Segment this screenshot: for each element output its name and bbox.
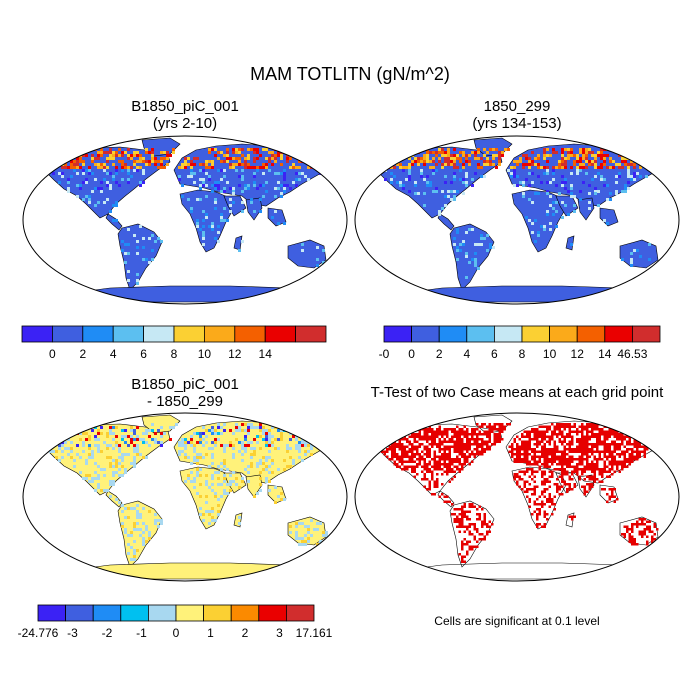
map-border: [354, 135, 680, 305]
figure-title: MAM TOTLITN (gN/m^2): [250, 64, 450, 84]
significance-note: Cells are significant at 0.1 level: [434, 614, 600, 628]
colorbar-tick-label: 8: [171, 347, 178, 361]
colorbar-tick-label: 2: [436, 347, 443, 361]
continent-south-america: [449, 500, 495, 568]
colorbar-case1: 0 2 4 6 8 10 12 14: [21, 325, 327, 361]
colorbar-swatch: [631, 325, 661, 343]
colorbar-swatch: [52, 325, 84, 343]
colorbar-swatch: [549, 325, 578, 343]
panel-title-line2: (yrs 2-10): [152, 115, 218, 132]
colorbar-swatch: [147, 604, 177, 622]
colorbar-tick-label: -24.776: [18, 626, 59, 640]
panel-title-line1: B1850_piC_001: [131, 376, 239, 393]
colorbar-tick-label: 0: [49, 347, 56, 361]
colorbar-swatch: [438, 325, 468, 343]
colorbar-swatch: [295, 325, 327, 343]
colorbar-swatch: [230, 604, 260, 622]
panel-title-case2: 1850_299 (yrs 134-153): [352, 98, 682, 132]
map-panel-case2: [354, 135, 680, 305]
colorbar-swatch: [112, 325, 144, 343]
colorbar-tick-label: 0: [173, 626, 180, 640]
continent-southeast-asia: [599, 484, 619, 504]
continent-south-america: [449, 223, 495, 291]
colorbar-swatch: [173, 325, 205, 343]
colorbar-tick-label: 12: [228, 347, 242, 361]
colorbar-swatch: [92, 604, 122, 622]
colorbar-tick-label: 6: [140, 347, 147, 361]
colorbar-swatch: [143, 325, 175, 343]
continent-southeast-asia: [267, 207, 287, 227]
colorbar-tick-label: 10: [198, 347, 212, 361]
colorbar-swatch: [604, 325, 633, 343]
colorbar-tick-label: -2: [102, 626, 113, 640]
map-panel-case1: [22, 135, 348, 305]
colorbar-tick-label: 4: [110, 347, 117, 361]
colorbar-tick-label: 4: [463, 347, 470, 361]
continent-africa: [511, 466, 567, 530]
colorbar-swatch: [37, 604, 67, 622]
colorbar-swatch: [175, 604, 205, 622]
colorbar-swatch: [120, 604, 149, 622]
colorbar-tick-label: 46.53: [617, 347, 647, 361]
panel-title-line2: (yrs 134-153): [472, 115, 562, 132]
map-border: [22, 412, 348, 582]
colorbar-tick-label: 14: [598, 347, 612, 361]
panel-title-line1: 1850_299: [483, 98, 551, 115]
colorbar-swatch: [521, 325, 551, 343]
colorbar-tick-label: 17.161: [296, 626, 333, 640]
panel-title-case1: B1850_piC_001 (yrs 2-10): [20, 98, 350, 132]
panel-title-ttest: T-Test of two Case means at each grid po…: [352, 384, 682, 401]
panel-title-line2: - 1850_299: [147, 393, 223, 410]
colorbar-case2: -0 0 2 4 6 8 10 12 14 46.53: [379, 325, 661, 361]
colorbar-tick-label: 1: [207, 626, 214, 640]
colorbar-swatch: [21, 325, 53, 343]
colorbar-swatch: [576, 325, 606, 343]
panel-title-line1: B1850_piC_001: [131, 98, 239, 115]
colorbar-swatch: [466, 325, 495, 343]
colorbar-swatch: [258, 604, 287, 622]
colorbar-swatch: [411, 325, 440, 343]
colorbar-tick-label: 0: [408, 347, 415, 361]
colorbar-tick-label: -3: [67, 626, 78, 640]
colorbar-tick-label: 8: [519, 347, 526, 361]
continent-africa: [511, 189, 567, 253]
colorbar-tick-label: 6: [491, 347, 498, 361]
panel-title-diff: B1850_piC_001 - 1850_299: [20, 376, 350, 410]
colorbar-swatch: [264, 325, 296, 343]
colorbar-tick-label: 2: [242, 626, 249, 640]
continent-madagascar: [565, 512, 575, 528]
panel-title-line1: T-Test of two Case means at each grid po…: [370, 384, 664, 401]
colorbar-swatch: [285, 604, 315, 622]
colorbar-tick-label: 10: [543, 347, 557, 361]
colorbar-swatch: [494, 325, 523, 343]
colorbar-tick-label: 3: [276, 626, 283, 640]
colorbar-swatch: [203, 325, 236, 343]
map-panel-ttest: [354, 412, 680, 582]
colorbar-tick-label: -0: [379, 347, 390, 361]
colorbar-tick-label: 14: [259, 347, 273, 361]
colorbar-swatch: [82, 325, 114, 343]
colorbar-tick-label: 12: [571, 347, 585, 361]
colorbar-tick-label: -1: [136, 626, 147, 640]
colorbar-swatch: [234, 325, 266, 343]
colorbar-swatch: [65, 604, 94, 622]
colorbar-tick-label: 2: [79, 347, 86, 361]
map-border: [354, 412, 680, 582]
colorbar-swatch: [203, 604, 232, 622]
colorbar-diff: -24.776 -3 -2 -1 0 1 2 3 17.161: [18, 604, 333, 640]
map-border: [22, 135, 348, 305]
continent-central-america: [437, 213, 455, 231]
colorbar-swatch: [383, 325, 413, 343]
continent-india: [577, 474, 595, 498]
map-panel-diff: [22, 412, 348, 582]
